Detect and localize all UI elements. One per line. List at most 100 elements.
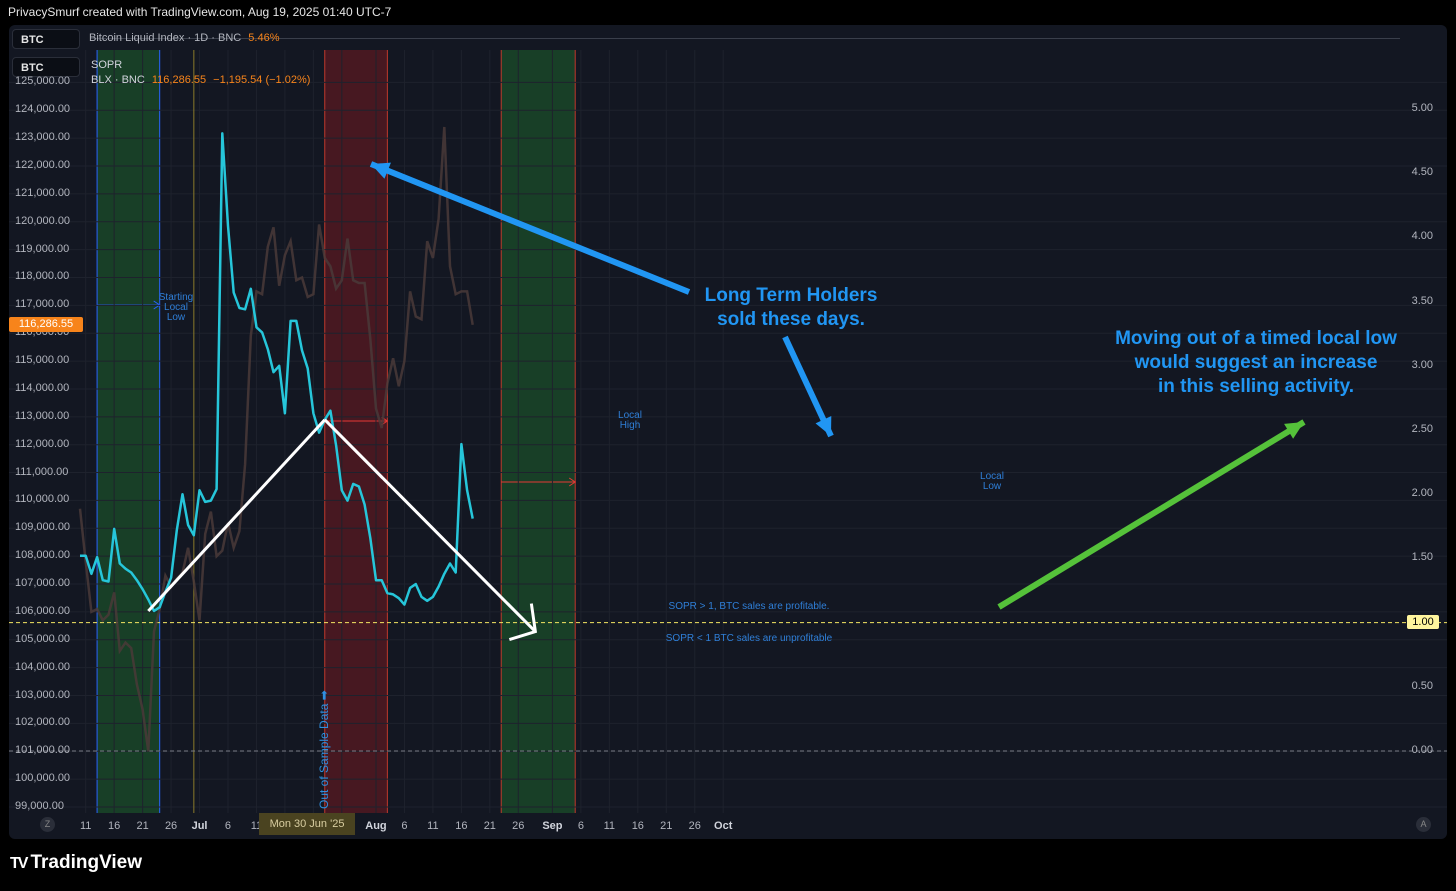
- indicator-source: BLX · BNC: [91, 74, 145, 86]
- right-axis-tick-7: 1.50: [1411, 551, 1433, 564]
- zone-green-0: [97, 50, 160, 813]
- left-axis-tick-13: 112,000.00: [15, 437, 70, 450]
- pane-separator: [90, 38, 1400, 39]
- time-axis-tick-1: 16: [108, 820, 121, 832]
- annotation-arrow-green: [997, 419, 1306, 610]
- symbol-button-indicator[interactable]: BTC: [12, 57, 80, 77]
- time-axis-tick-12: 11: [427, 820, 439, 832]
- left-axis-tick-24: 123,000.00: [15, 131, 71, 144]
- indicator-legend[interactable]: BLX · BNC 116,286.55 −1,195.54 (−1.02%): [91, 74, 310, 86]
- right-axis-tick-10: 0.00: [1411, 744, 1433, 756]
- time-axis-tick-22: Oct: [714, 820, 733, 832]
- right-axis-tick-6: 2.00: [1411, 487, 1433, 500]
- time-axis-tick-15: 26: [512, 820, 525, 832]
- left-axis-tick-14: 113,000.00: [15, 409, 70, 422]
- trend-line-1: [323, 418, 537, 633]
- indicator-name[interactable]: SOPR: [91, 59, 123, 71]
- last-price-tag: 116,286.55: [9, 317, 83, 332]
- main-series-change: 5.46%: [248, 32, 280, 44]
- left-axis-tick-20: 119,000.00: [15, 242, 70, 255]
- left-axis-tick-25: 124,000.00: [15, 103, 71, 116]
- out-of-sample-label: Out of Sample Data ➡: [317, 690, 331, 809]
- tradingview-logo[interactable]: TV TradingView: [10, 852, 142, 874]
- time-axis-tick-3: 26: [164, 820, 178, 832]
- auto-scale-button[interactable]: A: [1416, 817, 1431, 832]
- trend-arrowhead: [508, 603, 538, 642]
- left-axis-tick-6: 105,000.00: [15, 632, 71, 645]
- right-axis-tick-0: 5.00: [1411, 102, 1433, 114]
- indicator-change: −1,195.54 (−1.02%): [213, 74, 311, 86]
- zoom-reset-button[interactable]: Z: [40, 817, 55, 832]
- symbol-button-main[interactable]: BTC: [12, 29, 80, 49]
- time-axis-tick-19: 16: [631, 820, 644, 832]
- note-local-low: Local Low: [980, 471, 1004, 492]
- left-axis-tick-12: 111,000.00: [15, 465, 69, 478]
- trend-line-0: [147, 418, 326, 613]
- time-axis-tick-10: Aug: [365, 820, 387, 832]
- time-axis-tick-18: 11: [603, 820, 616, 832]
- price-line: [78, 126, 474, 752]
- right-axis-tick-4: 3.00: [1411, 358, 1433, 371]
- left-axis-tick-26: 125,000.00: [15, 75, 71, 88]
- left-axis-tick-19: 118,000.00: [15, 270, 70, 283]
- crosshair-date-label: Mon 30 Jun '25: [259, 813, 355, 835]
- right-axis-tick-5: 2.50: [1411, 423, 1433, 435]
- left-axis-tick-11: 110,000.00: [15, 493, 70, 506]
- left-axis-tick-18: 117,000.00: [15, 298, 70, 311]
- left-axis-tick-1: 100,000.00: [15, 772, 71, 785]
- sopr-line: [80, 132, 474, 613]
- right-axis-tick-3: 3.50: [1411, 294, 1433, 307]
- note-local-high: Local High: [618, 410, 642, 431]
- time-axis-tick-6: 11: [250, 820, 263, 832]
- left-axis-tick-10: 109,000.00: [15, 521, 71, 534]
- right-axis-tick-1: 4.50: [1411, 166, 1433, 179]
- indicator-value: 116,286.55: [151, 74, 207, 86]
- left-axis-tick-21: 120,000.00: [15, 214, 71, 227]
- annotation-arrow-lth-left-head: [371, 162, 391, 179]
- time-axis-tick-17: 6: [577, 820, 584, 832]
- annotation-long-term-holders: Long Term Holders sold these days.: [704, 285, 878, 330]
- annotation-arrow-lth-left: [369, 161, 691, 295]
- main-series-title: Bitcoin Liquid Index · 1D · BNC: [89, 32, 242, 44]
- time-axis-tick-4: Jul: [191, 820, 208, 832]
- note-starting-local-low: Starting Local Low: [158, 292, 194, 323]
- left-axis-tick-16: 115,000.00: [15, 354, 70, 367]
- annotation-arrow-green-head: [1284, 422, 1304, 439]
- zone-green-2: [501, 50, 576, 813]
- tradingview-mark-icon: TV: [10, 855, 29, 872]
- chart-panel[interactable]: BTC BTC Bitcoin Liquid Index · 1D · BNC …: [9, 25, 1447, 839]
- sopr-one-level-tag: 1.00: [1407, 615, 1439, 629]
- left-axis-tick-9: 108,000.00: [15, 549, 71, 562]
- left-axis-tick-3: 102,000.00: [15, 716, 71, 729]
- time-axis-tick-21: 26: [688, 820, 701, 832]
- left-axis-tick-15: 114,000.00: [15, 381, 70, 394]
- time-axis-tick-5: 6: [224, 820, 232, 832]
- note-sopr-profitable: SOPR > 1, BTC sales are profitable.: [668, 601, 830, 612]
- left-axis-tick-22: 121,000.00: [15, 186, 71, 199]
- left-axis-tick-0: 99,000.00: [15, 800, 64, 812]
- time-axis-tick-0: 11: [79, 820, 92, 832]
- annotation-moving-out-of-low: Moving out of a timed local low would su…: [1115, 328, 1397, 397]
- left-axis-tick-5: 104,000.00: [15, 660, 71, 673]
- chart-canvas[interactable]: [9, 25, 1447, 839]
- time-axis-tick-14: 21: [483, 820, 496, 832]
- annotation-arrow-lth-down-head: [815, 416, 832, 436]
- time-axis-tick-2: 21: [136, 820, 149, 832]
- time-axis-tick-20: 21: [660, 820, 673, 832]
- left-axis-tick-2: 101,000.00: [15, 744, 71, 757]
- left-axis-tick-7: 106,000.00: [15, 604, 71, 617]
- right-axis-tick-9: 0.50: [1411, 679, 1433, 692]
- time-axis-tick-11: 6: [401, 820, 408, 832]
- zone-range-arrowhead-2: [568, 477, 577, 487]
- time-axis-tick-13: 16: [455, 820, 468, 832]
- left-axis-tick-23: 122,000.00: [15, 158, 71, 171]
- time-axis-tick-16: Sep: [542, 820, 563, 832]
- right-axis-tick-2: 4.00: [1411, 230, 1433, 243]
- note-sopr-unprofitable: SOPR < 1 BTC sales are unprofitable: [665, 633, 833, 644]
- left-axis-tick-4: 103,000.00: [15, 688, 71, 701]
- left-axis-tick-8: 107,000.00: [15, 577, 71, 590]
- chart-credit: PrivacySmurf created with TradingView.co…: [8, 5, 392, 19]
- tradingview-wordmark: TradingView: [30, 852, 143, 873]
- annotation-arrow-lth-down: [782, 335, 834, 438]
- main-series-legend[interactable]: Bitcoin Liquid Index · 1D · BNC 5.46%: [89, 32, 280, 44]
